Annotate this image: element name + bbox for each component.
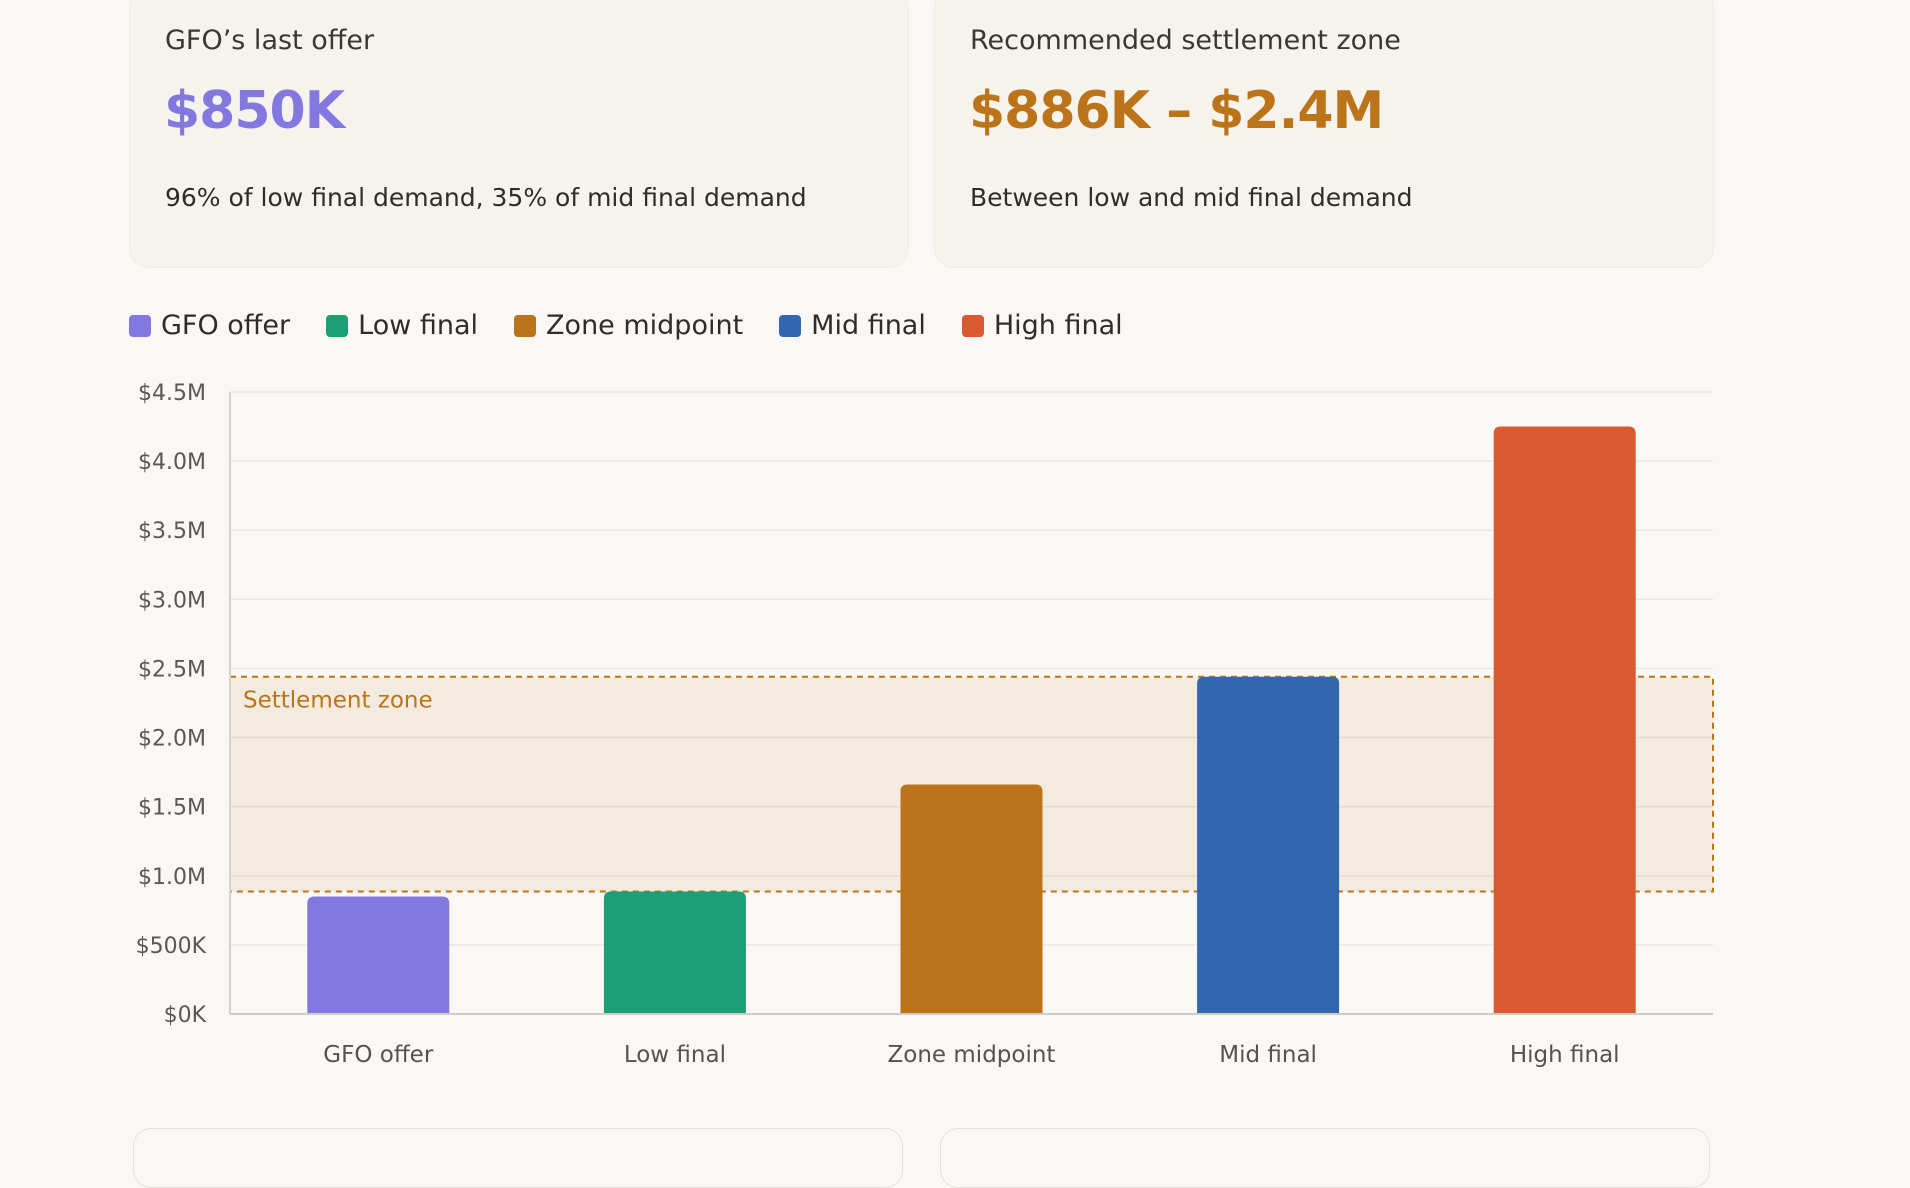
bar-gfo-offer[interactable]: [307, 896, 450, 1014]
bar-high-final[interactable]: [1493, 426, 1636, 1014]
settlement-zone-note: Between low and mid final demand: [970, 183, 1413, 212]
gfo-offer-label: GFO’s last offer: [165, 25, 375, 56]
gfo-offer-value: $850K: [164, 81, 345, 141]
legend-label: Low final: [358, 310, 479, 341]
bar-chart: Settlement zone $0K$500K$1.0M$1.5M$2.0M$…: [136, 381, 1714, 1068]
y-tick-label: $2.5M: [138, 657, 206, 682]
settlement-zone-card: Recommended settlement zone $886K – $2.4…: [934, 0, 1714, 268]
y-tick-label: $2.0M: [138, 727, 206, 752]
bar-zone-midpoint[interactable]: [900, 784, 1043, 1014]
next-card-right: [940, 1128, 1710, 1188]
y-tick-label: $3.0M: [138, 588, 206, 613]
y-tick-label: $0K: [164, 1003, 207, 1028]
axes: [229, 392, 1713, 1015]
y-tick-label: $4.5M: [138, 381, 206, 406]
gfo-offer-note: 96% of low final demand, 35% of mid fina…: [165, 183, 807, 212]
x-tick-label: Mid final: [1219, 1042, 1317, 1068]
gridlines: [230, 391, 1713, 946]
legend-item-gfo-offer[interactable]: GFO offer: [129, 310, 290, 341]
legend-item-zone-midpoint[interactable]: Zone midpoint: [514, 310, 743, 341]
gfo-offer-card: GFO’s last offer $850K 96% of low final …: [129, 0, 909, 268]
legend-label: Mid final: [811, 310, 926, 341]
y-tick-label: $500K: [136, 934, 207, 959]
bars: [307, 426, 1636, 1014]
x-tick-label: Zone midpoint: [888, 1042, 1056, 1068]
x-tick-label: GFO offer: [323, 1042, 434, 1068]
next-card-left: [133, 1128, 903, 1188]
y-tick-label: $3.5M: [138, 519, 206, 544]
bar-low-final[interactable]: [603, 891, 746, 1014]
legend-swatch: [129, 314, 151, 337]
x-tick-label: High final: [1510, 1042, 1620, 1068]
legend-item-low-final[interactable]: Low final: [326, 310, 478, 341]
legend-swatch: [326, 314, 349, 337]
settlement-zone-text: Settlement zone: [243, 688, 433, 714]
chart-legend: GFO offer Low final Zone midpoint Mid fi…: [129, 310, 1159, 341]
legend-label: GFO offer: [161, 310, 291, 341]
legend-swatch: [514, 314, 537, 337]
y-tick-label: $1.0M: [138, 865, 206, 890]
settlement-zone-value: $886K – $2.4M: [969, 81, 1384, 141]
bar-mid-final[interactable]: [1197, 676, 1340, 1014]
settlement-zone-label: Recommended settlement zone: [970, 25, 1401, 56]
legend-swatch: [961, 314, 984, 337]
legend-item-high-final[interactable]: High final: [961, 310, 1123, 341]
y-tick-label: $4.0M: [138, 450, 206, 475]
axis-labels: $0K $500K $1.0M $1.5M $2.0M $2.5M $3.0M $3.5M $4…: [136, 381, 1620, 1068]
legend-item-mid-final[interactable]: Mid final: [779, 310, 926, 341]
x-tick-label: Low final: [624, 1042, 726, 1068]
legend-swatch: [779, 314, 802, 337]
legend-label: Zone midpoint: [546, 310, 744, 341]
legend-label: High final: [993, 310, 1123, 341]
y-tick-label: $1.5M: [138, 796, 206, 821]
